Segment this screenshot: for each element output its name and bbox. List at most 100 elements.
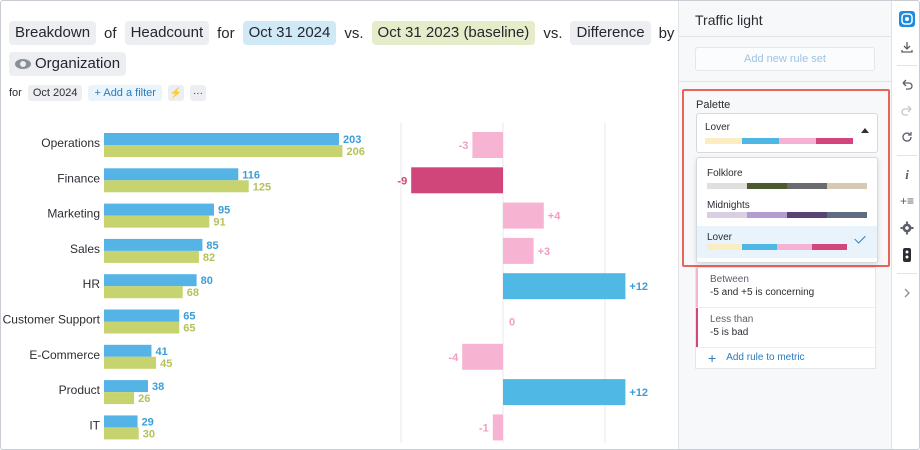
option-swatches [707,244,847,250]
refresh-icon[interactable] [899,129,915,145]
value-label-baseline-hr: 68 [187,287,199,299]
diff-label-sales: +3 [538,246,551,258]
palette-option-lover[interactable]: Lover [697,226,877,258]
lightning-icon[interactable]: ⚡ [167,85,184,101]
redo-icon[interactable] [899,102,915,118]
category-label-it: IT [89,418,100,432]
bar-baseline-marketing [104,215,210,228]
title-row: Breakdown of Headcount for Oct 31 2024 v… [9,21,674,45]
category-label-e-commerce: E-Commerce [29,348,100,362]
bar-current-sales [104,238,203,251]
diff-label-operations: -3 [459,140,469,152]
metric-chip[interactable]: Headcount [124,21,210,45]
selected-palette-swatches [705,138,853,144]
diff-bar-product [503,379,626,406]
selected-palette-name: Lover [705,122,731,133]
vs1-word: vs. [344,24,364,42]
for-word: for [217,24,235,42]
category-label-product: Product [59,383,101,397]
eye-icon [15,59,31,70]
bar-baseline-product [104,392,135,405]
diff-bar-it [492,414,503,441]
bar-current-customer-support [104,309,180,322]
caret-up-icon[interactable] [861,128,869,133]
value-label-baseline-finance: 125 [253,181,271,193]
rail-divider [897,273,917,274]
add-rule-set-button[interactable]: Add new rule set [695,47,875,71]
bar-baseline-e-commerce [104,356,157,369]
info-icon[interactable]: i [905,167,909,182]
value-label-current-sales: 85 [206,240,218,252]
value-label-current-e-commerce: 41 [155,346,167,358]
date2-chip[interactable]: Oct 31 2023 (baseline) [371,21,536,45]
rule-between[interactable]: Between -5 and +5 is concerning [696,268,877,308]
diff-label-e-commerce: -4 [448,352,459,364]
diff-label-marketing: +4 [548,211,561,223]
bar-current-finance [104,168,239,181]
value-label-current-customer-support: 65 [183,311,195,323]
check-icon [854,232,866,244]
value-label-current-marketing: 95 [218,205,230,217]
rule-color-bar [696,308,698,347]
value-label-current-hr: 80 [201,275,213,287]
diff-bar-finance [411,167,503,194]
chevron-right-icon[interactable] [899,285,915,301]
bar-baseline-sales [104,250,199,263]
traffic-light-icon[interactable] [899,11,915,27]
palette-select[interactable]: Lover [696,113,878,153]
add-filter-button[interactable]: + Add a filter [88,85,162,101]
bar-current-it [104,415,138,428]
value-label-baseline-e-commerce: 45 [160,358,172,370]
period-filter-chip[interactable]: Oct 2024 [27,85,83,101]
panel-divider-2 [679,81,892,82]
download-icon[interactable] [899,39,915,55]
add-metric-icon[interactable]: +≡ [899,194,914,208]
rule-description: -5 is bad [710,327,749,338]
date1-chip[interactable]: Oct 31 2024 [242,21,337,45]
bar-current-e-commerce [104,344,152,357]
more-options-icon[interactable]: ··· [189,85,206,101]
category-label-marketing: Marketing [47,207,100,221]
icon-rail: i +≡ [891,1,919,449]
diff-label-finance: -9 [397,175,407,187]
panel-title: Traffic light [695,12,763,28]
rule-less-than[interactable]: Less than -5 is bad [696,308,877,348]
diff-bar-marketing [503,202,544,229]
palette-label: Palette [696,99,731,111]
diff-label-it: -1 [479,422,489,434]
add-rule-button[interactable]: + Add rule to metric [708,351,805,365]
undo-icon[interactable] [899,76,915,92]
value-label-baseline-marketing: 91 [213,217,225,229]
diff-bar-sales [503,237,534,264]
diff-label-hr: +12 [629,281,648,293]
traffic-icon[interactable] [899,247,915,263]
rail-divider [897,65,917,66]
breakdown-chip[interactable]: Breakdown [9,21,97,45]
bar-baseline-hr [104,286,183,299]
difference-chip[interactable]: Difference [570,21,651,45]
value-label-current-product: 38 [152,381,164,393]
diff-bar-hr [503,273,626,300]
palette-option-midnights[interactable]: Midnights [697,194,877,226]
rules-list: Between -5 and +5 is concerning Less tha… [695,267,877,369]
bar-current-operations [104,133,339,145]
settings-icon[interactable] [899,220,915,236]
value-label-baseline-it: 30 [143,428,155,440]
rail-divider [897,155,917,156]
bar-baseline-it [104,427,139,440]
palette-option-folklore[interactable]: Folklore [697,162,877,194]
bar-baseline-customer-support [104,321,180,334]
palette-dropdown: Folklore Midnights Lover [696,157,878,263]
bar-current-product [104,380,148,393]
rule-color-bar [696,268,698,307]
title-row-2: Organization [9,52,127,76]
category-label-finance: Finance [57,171,100,185]
rule-condition: Less than [710,314,754,325]
diff-label-product: +12 [629,387,648,399]
option-name: Lover [707,232,733,243]
bar-current-hr [104,274,197,287]
group-label: Organization [35,55,121,72]
group-chip[interactable]: Organization [9,52,127,76]
